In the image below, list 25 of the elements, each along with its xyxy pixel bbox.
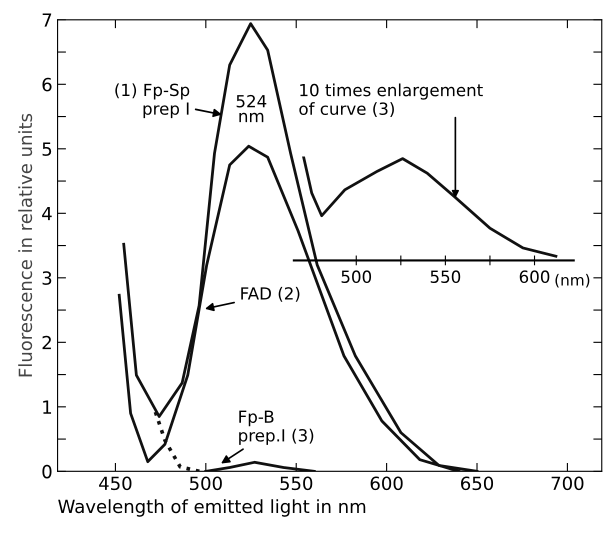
x-tick-label: 550: [280, 476, 312, 490]
x-tick-label: 600: [370, 476, 403, 490]
x-tick-label: 550: [430, 270, 460, 284]
y-tick-label: 3: [42, 271, 52, 285]
x-tick-label: 700: [552, 476, 584, 490]
y-tick-label: 0: [42, 464, 52, 478]
x-axis-title: Wavelength of emitted light in nm: [58, 499, 366, 517]
y-tick-label: 2: [42, 336, 51, 350]
x-tick-label: 500: [342, 270, 372, 284]
y-tick-label: 5: [42, 142, 52, 156]
y-axis-title: Fluorescence in relative units: [18, 114, 32, 376]
x-tick-label: 500: [190, 476, 222, 490]
x-tick-label: 450: [99, 476, 132, 490]
x-tick-label: 600: [520, 270, 550, 284]
annotation: (1) Fp-Sp prep I: [115, 83, 190, 118]
x-tick-label: 650: [461, 476, 494, 490]
annotation: FAD (2): [241, 286, 300, 302]
y-tick-label: 7: [42, 13, 52, 27]
y-tick-label: 4: [42, 207, 52, 220]
x-axis-title: (nm): [555, 274, 590, 288]
y-tick-label: 6: [42, 78, 52, 92]
annotation: 524 nm: [236, 94, 266, 122]
annotation: 10 times enlargement of curve (3): [299, 83, 483, 117]
annotation: Fp-B prep.I (3): [239, 410, 314, 445]
y-tick-label: 1: [43, 400, 52, 414]
